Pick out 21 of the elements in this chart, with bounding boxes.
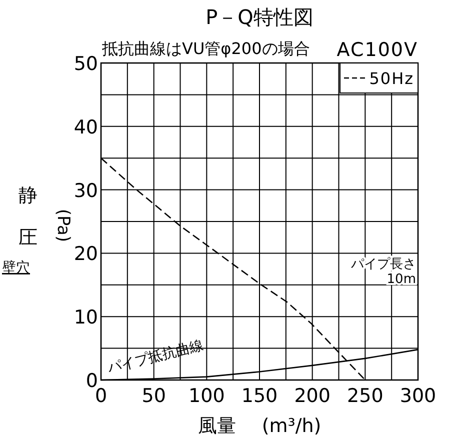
chart-title: P－Q特性図 <box>206 5 314 29</box>
text: (Pa) <box>53 208 73 242</box>
text: 壁穴 <box>2 260 30 276</box>
y-tick-label: 10 <box>74 306 98 329</box>
x-tick-label: 200 <box>294 385 330 407</box>
y-tick-label: 0 <box>86 370 98 392</box>
legend: 50Hz <box>340 62 418 94</box>
x-axis-title: 風量 (m³/h) <box>198 415 322 437</box>
x-tick-label: 250 <box>347 385 384 407</box>
y-tick-label: 50 <box>74 53 98 75</box>
y-tick-label: 30 <box>74 180 98 202</box>
x-tick-label: 50 <box>142 385 166 407</box>
chart-subtitle: 抵抗曲線はVU管φ200の場合 <box>101 39 310 58</box>
x-tick-label: 100 <box>188 385 225 407</box>
x-tick-label: 150 <box>241 385 278 407</box>
x-tick-label: 300 <box>400 385 436 407</box>
y-axis-title: 静圧 <box>18 184 38 248</box>
y-tick-label: 20 <box>74 243 98 266</box>
legend-label: 50Hz <box>369 69 414 88</box>
text: AC100V <box>336 39 418 61</box>
y-tick-label: 40 <box>74 116 98 138</box>
